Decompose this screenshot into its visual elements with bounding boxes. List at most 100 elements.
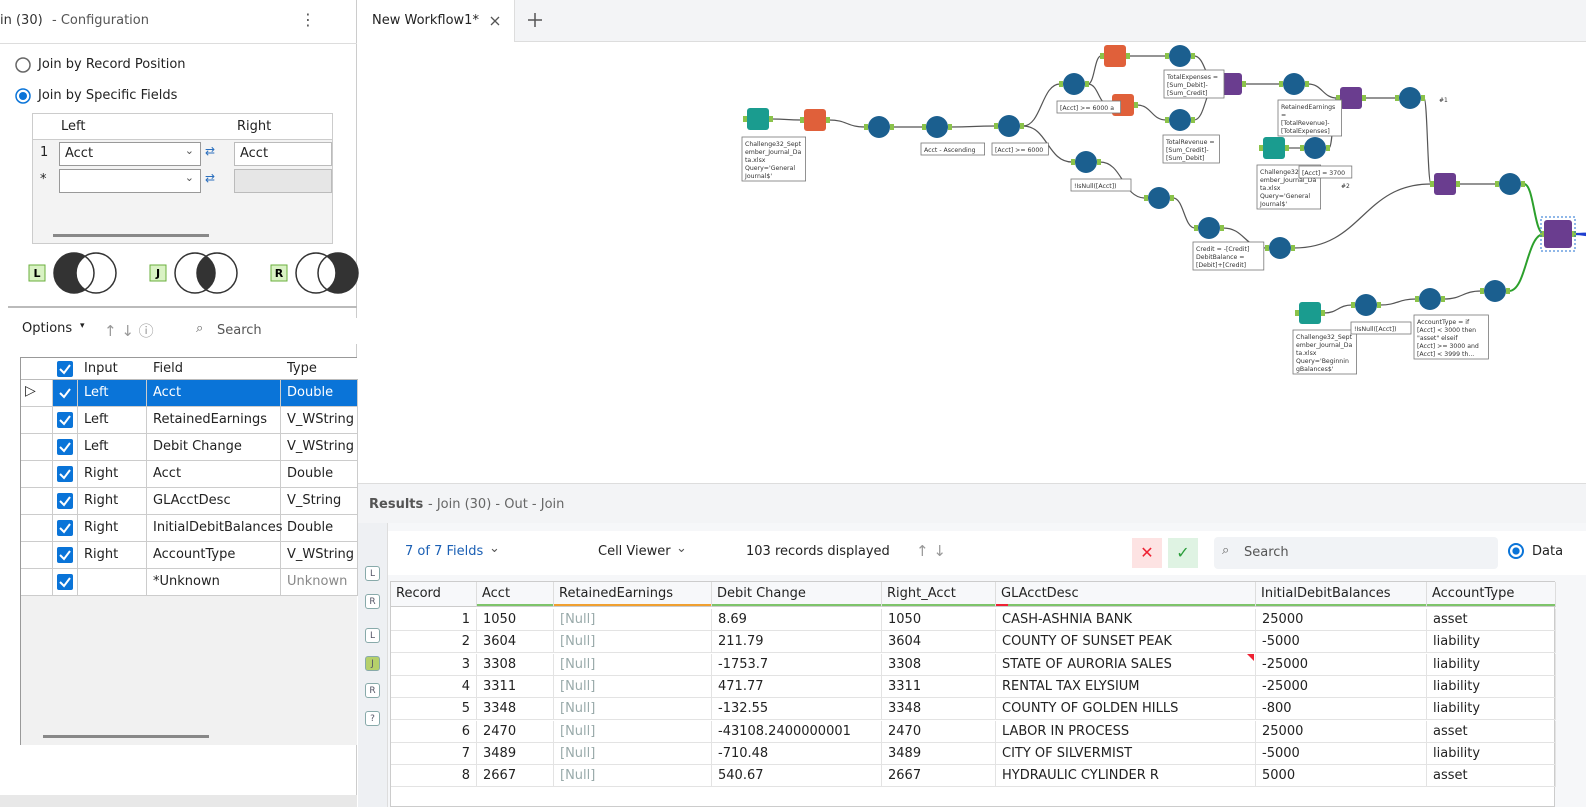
move-icons[interactable]: ↑ ↓ ⓘ	[104, 322, 154, 340]
result-cell[interactable]: [Null]	[554, 675, 712, 698]
result-cell[interactable]: [Null]	[554, 609, 712, 631]
result-cell[interactable]: 5000	[1256, 765, 1427, 788]
result-cell[interactable]: 6	[391, 720, 477, 743]
checkbox[interactable]	[57, 439, 73, 455]
add-tab-icon[interactable]	[528, 13, 542, 27]
result-cell[interactable]: 3604	[477, 631, 554, 654]
result-cell[interactable]: 3489	[477, 742, 554, 765]
result-cell[interactable]: -5000	[1256, 631, 1427, 654]
tool-flt[interactable]	[358, 42, 1101, 173]
side-icon[interactable]: R	[365, 683, 380, 698]
result-cell[interactable]: -25000	[1256, 653, 1427, 676]
result-cell[interactable]: 4	[391, 675, 477, 698]
radio[interactable]	[14, 56, 32, 74]
column-header[interactable]: Debit Change	[712, 582, 882, 607]
checkbox[interactable]	[57, 412, 73, 428]
join-right-field-box[interactable]	[234, 169, 332, 193]
result-cell[interactable]: 2470	[882, 720, 996, 743]
tool-in[interactable]	[358, 42, 1289, 159]
apply-button[interactable]: ✓	[1168, 538, 1198, 568]
tool-flt[interactable]	[358, 42, 1024, 137]
result-cell[interactable]: liability	[1427, 742, 1556, 765]
checkbox[interactable]	[57, 547, 73, 563]
tool-sel[interactable]	[358, 42, 1510, 302]
result-cell[interactable]: -5000	[1256, 742, 1427, 765]
result-cell[interactable]: liability	[1427, 631, 1556, 654]
side-icon[interactable]: L	[365, 566, 380, 581]
tool-sel[interactable]	[358, 42, 894, 138]
result-cell[interactable]: 25000	[1256, 720, 1427, 743]
result-cell[interactable]: 25000	[1256, 609, 1427, 631]
result-cell[interactable]: liability	[1427, 653, 1556, 676]
result-cell[interactable]: 1	[391, 609, 477, 631]
result-cell[interactable]: [Null]	[554, 631, 712, 654]
result-cell[interactable]: 3308	[477, 653, 554, 676]
result-cell[interactable]: 540.67	[712, 765, 882, 788]
tool-sort[interactable]	[358, 42, 1586, 224]
join-output-icon[interactable]: J	[149, 251, 244, 295]
side-icon[interactable]: J	[365, 656, 380, 671]
tool-sum[interactable]	[358, 42, 1138, 116]
result-cell[interactable]: -132.55	[712, 698, 882, 721]
result-cell[interactable]: 3311	[477, 675, 554, 698]
result-cell[interactable]: 1050	[477, 609, 554, 631]
join-left-dropdown[interactable]: ⌄	[59, 169, 201, 193]
result-cell[interactable]: 3489	[882, 742, 996, 765]
result-cell[interactable]: COUNTY OF GOLDEN HILLS	[996, 698, 1256, 721]
close-icon[interactable]	[490, 16, 500, 26]
result-cell[interactable]: 3311	[882, 675, 996, 698]
side-icon[interactable]: R	[365, 594, 380, 609]
result-cell[interactable]: 3604	[882, 631, 996, 654]
checkbox[interactable]	[57, 493, 73, 509]
fields-selector[interactable]: 7 of 7 Fields	[405, 544, 484, 559]
field-row[interactable]: Left Debit Change V_WString	[21, 434, 358, 461]
result-cell[interactable]: 3	[391, 653, 477, 676]
tab[interactable]: New Workflow1*	[358, 0, 515, 42]
field-row[interactable]: Left RetainedEarnings V_WString	[21, 407, 358, 434]
menu-icon[interactable]: ⋮	[300, 10, 316, 29]
options-menu[interactable]: Options	[22, 321, 73, 336]
arrows[interactable]: ↑ ↓	[916, 542, 946, 560]
column-header[interactable]: AccountType	[1427, 582, 1556, 607]
tool-flt[interactable]	[358, 42, 1089, 95]
field-row[interactable]: Right AccountType V_WString	[21, 542, 358, 569]
swap-arrows[interactable]: ⇄	[205, 144, 216, 158]
result-cell[interactable]: 3348	[477, 698, 554, 721]
result-cell[interactable]: -1753.7	[712, 653, 882, 676]
join-right-field-box[interactable]: Acct	[234, 142, 332, 166]
result-cell[interactable]: CASH-ASHNIA BANK	[996, 609, 1256, 631]
tool-flt[interactable]	[358, 42, 1381, 316]
tool-in[interactable]	[358, 42, 773, 130]
result-cell[interactable]: -710.48	[712, 742, 882, 765]
result-cell[interactable]: [Null]	[554, 742, 712, 765]
result-cell[interactable]: asset	[1427, 720, 1556, 743]
field-row[interactable]: Right Acct Double	[21, 461, 358, 488]
field-row[interactable]: Right GLAcctDesc V_String	[21, 488, 358, 515]
result-cell[interactable]: CITY OF SILVERMIST	[996, 742, 1256, 765]
result-cell[interactable]: 2	[391, 631, 477, 654]
field-search[interactable]: ⌕ Search	[190, 318, 357, 344]
radio[interactable]	[14, 87, 32, 105]
side-icon[interactable]: L	[365, 628, 380, 643]
column-header[interactable]: Acct	[477, 582, 554, 607]
result-cell[interactable]: -25000	[1256, 675, 1427, 698]
result-cell[interactable]: asset	[1427, 609, 1556, 631]
side-icon[interactable]: ?	[365, 711, 380, 726]
result-cell[interactable]: RENTAL TAX ELYSIUM	[996, 675, 1256, 698]
result-cell[interactable]: 7	[391, 742, 477, 765]
cancel-button[interactable]: ✕	[1132, 538, 1162, 568]
checkbox[interactable]	[57, 574, 73, 590]
column-header[interactable]: Right_Acct	[882, 582, 996, 607]
field-row[interactable]: Right InitialDebitBalances Double	[21, 515, 358, 542]
join-output-icon[interactable]: R	[270, 251, 365, 295]
result-cell[interactable]: STATE OF AURORIA SALES	[996, 653, 1256, 676]
result-cell[interactable]: 8	[391, 765, 477, 788]
tool-brw[interactable]	[358, 42, 1586, 224]
column-header[interactable]: RetainedEarnings	[554, 582, 712, 607]
checkbox[interactable]	[57, 520, 73, 536]
tool-sort[interactable]	[358, 42, 952, 138]
result-cell[interactable]: LABOR IN PROCESS	[996, 720, 1256, 743]
cell-viewer[interactable]: Cell Viewer	[598, 544, 671, 559]
column-header[interactable]: Record	[391, 582, 477, 607]
tool-flt[interactable]	[358, 42, 1330, 159]
